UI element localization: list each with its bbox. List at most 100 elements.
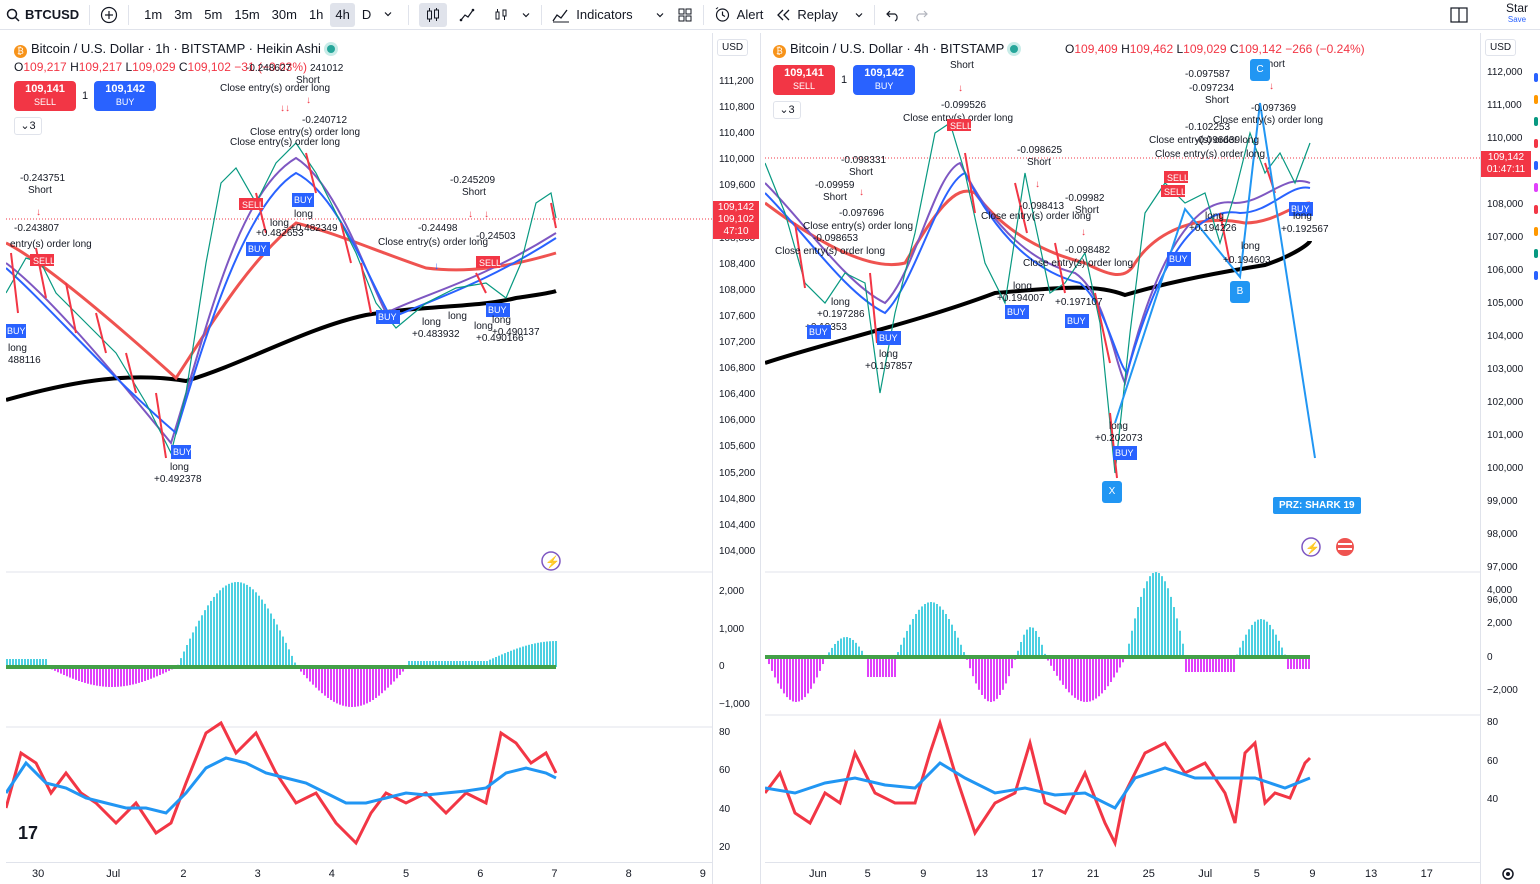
histogram-bar bbox=[975, 657, 977, 684]
histogram-bar bbox=[459, 661, 461, 667]
bars-chart-icon bbox=[495, 8, 507, 20]
histogram-bar bbox=[1266, 621, 1268, 657]
histogram-bar bbox=[351, 667, 353, 707]
left-ohlc-open: 109,217 bbox=[23, 60, 67, 74]
line-chart-button[interactable] bbox=[453, 3, 481, 27]
histogram-bar bbox=[912, 618, 914, 657]
histogram-bar bbox=[1167, 588, 1169, 657]
time-label: Jul bbox=[1198, 868, 1213, 880]
market-open-icon bbox=[326, 45, 335, 53]
left-chart-pane[interactable]: ₿ Bitcoin / U.S. Dollar · 1h · BITSTAMP ·… bbox=[6, 33, 761, 884]
histogram-bar bbox=[852, 639, 854, 657]
chevron-down-icon[interactable] bbox=[655, 10, 665, 20]
anno-value: +0.490166 bbox=[476, 333, 524, 344]
layouts-button[interactable] bbox=[671, 0, 699, 30]
left-legend-title: Bitcoin / U.S. Dollar · 1h · BITSTAMP · … bbox=[31, 41, 321, 56]
right-price-axis[interactable]: USD 112,000111,000110,000109,000108,0001… bbox=[1480, 33, 1534, 884]
chevron-down-icon[interactable] bbox=[521, 10, 531, 20]
histogram-bar bbox=[105, 667, 107, 687]
histogram-bar bbox=[882, 657, 884, 677]
left-indicator-collapse[interactable]: ⌄3 bbox=[14, 117, 42, 135]
time-label: Jun bbox=[809, 868, 827, 880]
right-time-axis[interactable]: Jun 5 9 13 17 21 25 Jul 5 9 13 17 bbox=[765, 862, 1514, 884]
histogram-bar bbox=[1017, 650, 1019, 657]
histogram-bar bbox=[402, 667, 404, 672]
right-currency[interactable]: USD bbox=[1485, 39, 1517, 56]
price-tick-label: 107,600 bbox=[719, 310, 756, 322]
histogram-bar bbox=[936, 603, 938, 657]
histogram-bar bbox=[189, 638, 191, 667]
histogram-bar bbox=[375, 667, 377, 698]
buy-marker-label: BUY bbox=[248, 244, 267, 254]
histogram-bar bbox=[1281, 647, 1283, 657]
histogram-bar bbox=[387, 667, 389, 688]
indicators-button[interactable]: Indicators bbox=[546, 0, 670, 30]
timeframe-5m[interactable]: 5m bbox=[204, 6, 223, 22]
price-tick-label: 104,000 bbox=[1487, 331, 1524, 342]
histogram-bar bbox=[360, 667, 362, 706]
left-buy-button[interactable]: 109,142 BUY bbox=[94, 81, 157, 111]
candles-button[interactable] bbox=[419, 2, 448, 27]
undo-button[interactable] bbox=[879, 0, 907, 30]
time-label: 9 bbox=[920, 868, 927, 880]
histogram-bar bbox=[348, 667, 350, 707]
price-tick-label: 105,600 bbox=[719, 441, 756, 453]
histogram-bar bbox=[795, 657, 797, 702]
osc-tick-label: 2,000 bbox=[719, 586, 745, 597]
symbol-search[interactable]: BTCUSD bbox=[0, 0, 85, 30]
histogram-bar bbox=[492, 658, 494, 667]
replay-button[interactable]: Replay bbox=[769, 0, 869, 30]
star-save[interactable]: Star Save bbox=[1506, 2, 1528, 26]
timeframe-15m[interactable]: 15m bbox=[234, 6, 260, 22]
bars-button[interactable] bbox=[487, 3, 515, 27]
right-sell-button[interactable]: 109,141 SELL bbox=[773, 65, 835, 95]
sidebar-swatch bbox=[1534, 139, 1538, 148]
histogram-bar bbox=[1242, 640, 1244, 657]
left-time-axis[interactable]: 30 Jul 2 3 4 5 6 7 8 9 bbox=[6, 862, 712, 884]
histogram-bar bbox=[831, 647, 833, 657]
timeframe-d[interactable]: D bbox=[361, 6, 372, 22]
buy-marker-label: BUY bbox=[879, 333, 898, 343]
rsi-tick-label: 80 bbox=[1487, 717, 1499, 728]
time-label: 8 bbox=[625, 868, 632, 880]
histogram-bar bbox=[1164, 581, 1166, 657]
anno-long: long bbox=[270, 218, 289, 229]
right-chart-pane[interactable]: ₿ Bitcoin / U.S. Dollar · 4h · BITSTAMP O… bbox=[765, 33, 1540, 884]
compare-button[interactable] bbox=[94, 0, 124, 30]
anno-long: long bbox=[492, 315, 511, 326]
settings-gear-icon[interactable] bbox=[1500, 866, 1516, 882]
right-buy-button[interactable]: 109,142 BUY bbox=[853, 65, 916, 95]
histogram-bar bbox=[57, 667, 59, 673]
histogram-bar bbox=[306, 667, 308, 679]
timeframe-1h[interactable]: 1h bbox=[308, 6, 324, 22]
right-indicator-collapse[interactable]: ⌄3 bbox=[773, 101, 801, 119]
timeframe-dropdown[interactable] bbox=[378, 3, 398, 27]
timeframe-4h[interactable]: 4h bbox=[330, 2, 355, 27]
price-tick-label: 106,400 bbox=[719, 389, 756, 401]
us-flag-icon[interactable] bbox=[1336, 538, 1354, 556]
histogram-bar bbox=[318, 667, 320, 691]
left-price-axis[interactable]: USD 111,200 110,800 110,400 110,000 109,600 1… bbox=[712, 33, 760, 884]
redo-button[interactable] bbox=[907, 0, 935, 30]
left-sell-button[interactable]: 109,141 SELL bbox=[14, 81, 76, 111]
alert-button[interactable]: Alert bbox=[708, 0, 770, 30]
sparkle-icon[interactable] bbox=[1301, 537, 1321, 557]
timeframe-3m[interactable]: 3m bbox=[174, 6, 193, 22]
timeframe-30m[interactable]: 30m bbox=[271, 6, 297, 22]
anno-close-long: Close entry(s) order long bbox=[1213, 115, 1323, 126]
timeframe-1m[interactable]: 1m bbox=[144, 6, 163, 22]
left-sell-price: 109,141 bbox=[25, 83, 65, 95]
star-label: Star bbox=[1505, 1, 1528, 15]
layout-toggle[interactable] bbox=[1444, 0, 1474, 30]
chevron-down-icon[interactable] bbox=[854, 10, 864, 20]
sparkle-icon[interactable] bbox=[541, 551, 561, 571]
histogram-bar bbox=[243, 583, 245, 667]
histogram-bar bbox=[270, 613, 272, 667]
histogram-bar bbox=[1092, 657, 1094, 701]
buy-marker-label: BUY bbox=[173, 447, 192, 457]
anno-value: -0.096639 bbox=[1195, 135, 1240, 146]
left-currency[interactable]: USD bbox=[717, 39, 749, 56]
histogram-bar bbox=[393, 667, 395, 682]
short-arrow-icon: ↓ bbox=[1269, 81, 1274, 92]
sidebar-swatch bbox=[1534, 117, 1538, 126]
